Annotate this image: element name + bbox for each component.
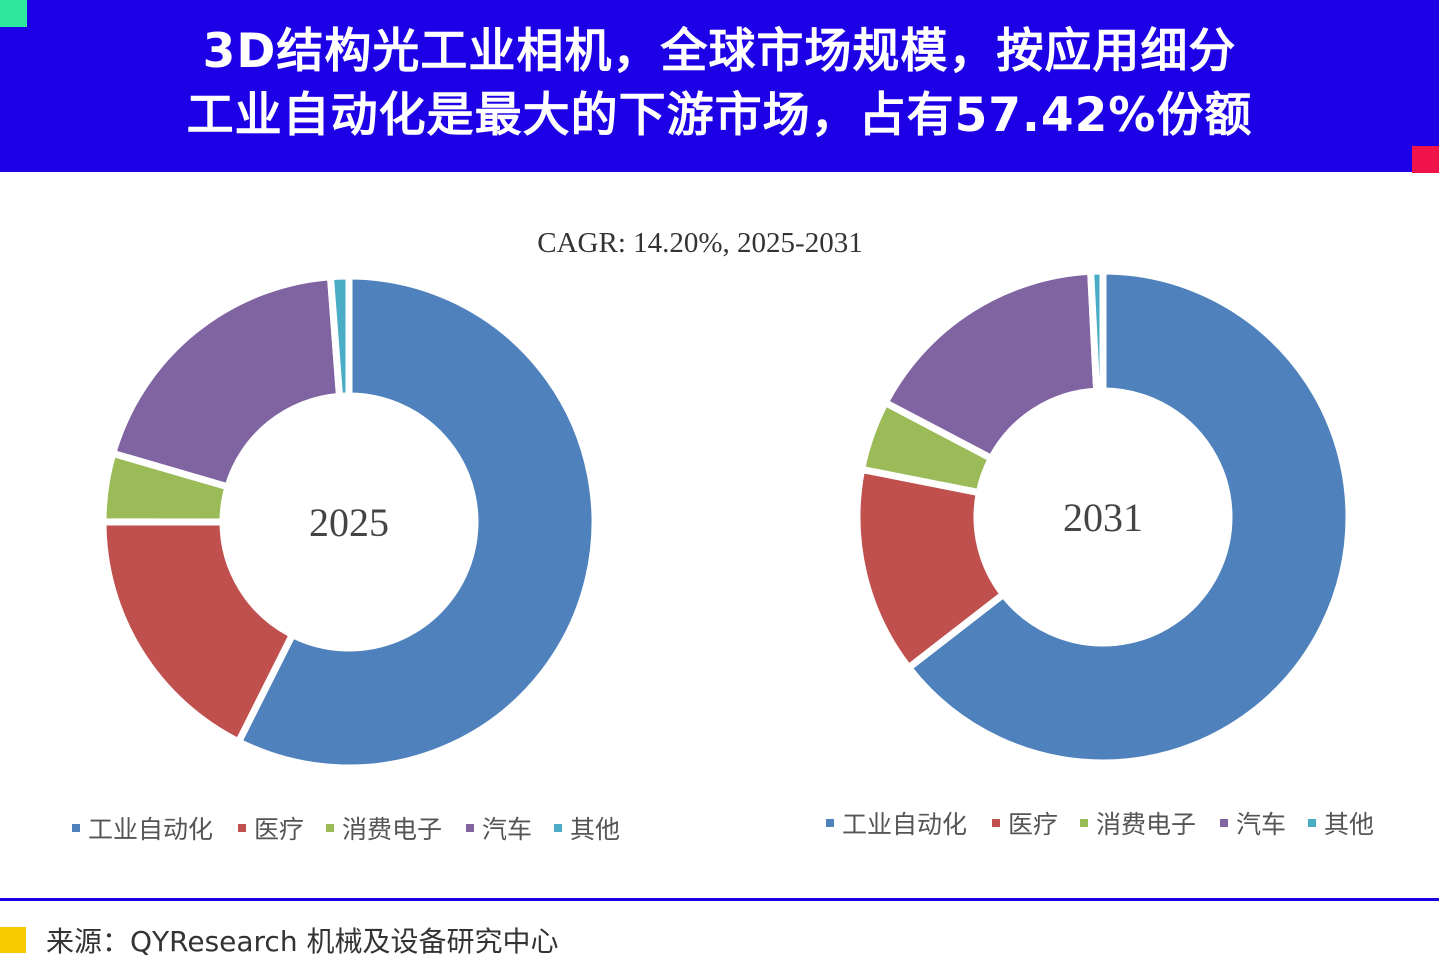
donut-center-label: 2025 (309, 500, 389, 545)
corner-accent-red (1412, 146, 1439, 173)
donut-2031: 2031 (853, 267, 1353, 767)
legend-label: 汽车 (1236, 810, 1286, 839)
legend-swatch (238, 824, 246, 832)
legend-label: 医疗 (254, 815, 304, 844)
donut-charts: CAGR: 14.20%, 2025-2031 2025 2031 工业自动化 医疗… (72, 227, 1374, 844)
legend-swatch (466, 824, 474, 832)
legend-swatch (72, 824, 80, 832)
footer-rule (0, 898, 1439, 901)
legend-label: 消费电子 (1096, 810, 1196, 839)
legend-swatch (1220, 819, 1228, 827)
legend-swatch (554, 824, 562, 832)
page-title: 3D结构光工业相机，全球市场规模，按应用细分 工业自动化是最大的下游市场，占有5… (0, 20, 1439, 148)
slice-2025-其他 (326, 272, 353, 401)
chart-title: CAGR: 14.20%, 2025-2031 (537, 227, 862, 259)
legend-label: 消费电子 (342, 815, 442, 844)
legend-label: 工业自动化 (88, 815, 213, 844)
corner-accent-green (0, 0, 27, 27)
legend-swatch (1308, 819, 1316, 827)
header-banner (0, 0, 1439, 172)
legend-2031: 工业自动化 医疗 消费电子 汽车 其他 (826, 810, 1374, 839)
slice-2025-汽车 (108, 272, 344, 492)
slice-2025-工业自动化 (233, 272, 599, 772)
slice-2031-医疗 (853, 465, 1009, 673)
legend-label: 其他 (570, 815, 620, 844)
title-line-1: 3D结构光工业相机，全球市场规模，按应用细分 (202, 24, 1237, 79)
slice-2031-汽车 (880, 267, 1101, 464)
legend-label: 医疗 (1008, 810, 1058, 839)
slice-2031-其他 (1086, 267, 1107, 395)
legend-swatch (826, 819, 834, 827)
legend-label: 汽车 (482, 815, 532, 844)
donut-center-label: 2031 (1063, 495, 1143, 540)
donut-2025: 2025 (99, 272, 599, 772)
legend-2025: 工业自动化 医疗 消费电子 汽车 其他 (72, 815, 620, 844)
legend-label: 其他 (1324, 810, 1374, 839)
slice-2031-工业自动化 (903, 267, 1353, 767)
footer-mark (0, 927, 26, 953)
legend-label: 工业自动化 (842, 810, 967, 839)
legend-swatch (1080, 819, 1088, 827)
slice-2025-医疗 (99, 518, 298, 747)
legend-swatch (992, 819, 1000, 827)
title-line-2: 工业自动化是最大的下游市场，占有57.42%份额 (186, 88, 1253, 143)
source-note: 来源：QYResearch 机械及设备研究中心 (46, 925, 559, 958)
legend-swatch (326, 824, 334, 832)
